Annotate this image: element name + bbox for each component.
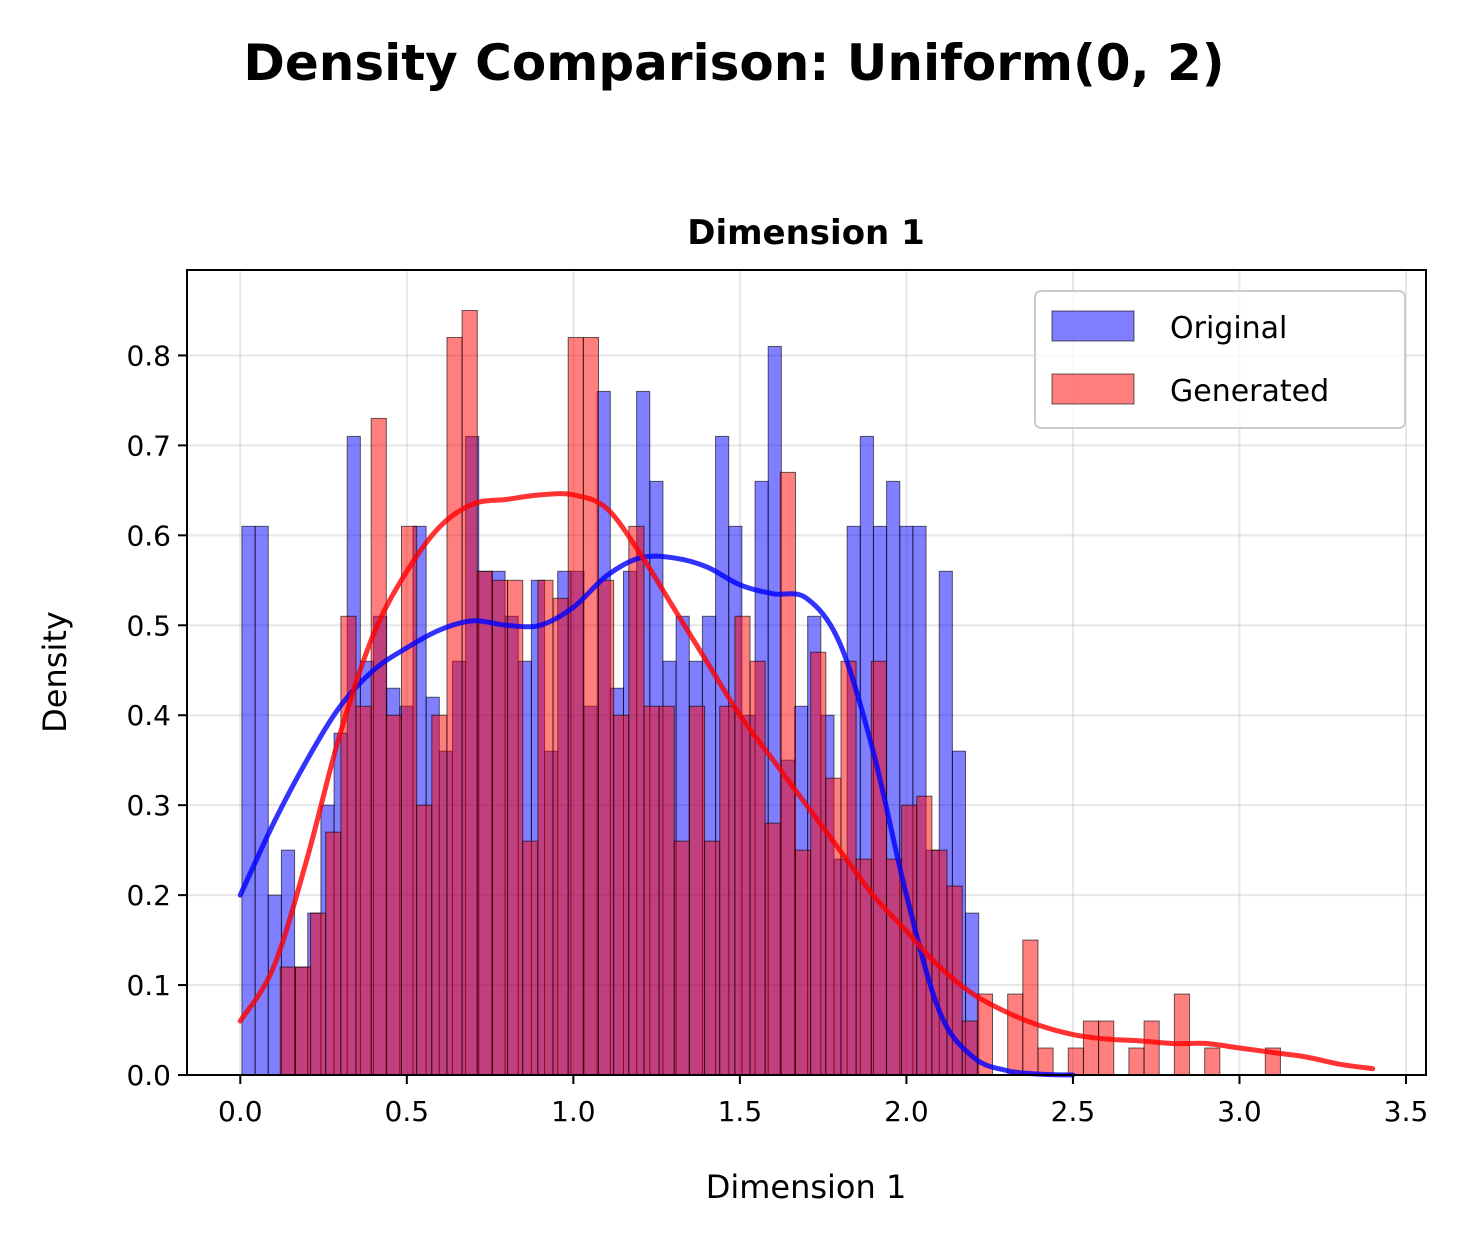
bar-generated-5 [355,705,372,1076]
y-tick-label-6: 0.6 [126,519,171,552]
x-tick-label-2: 1.0 [551,1095,596,1128]
bar-generated-13 [476,570,493,1076]
x-axis-label: Dimension 1 [706,1168,907,1206]
bar-generated-57 [1143,1020,1160,1076]
kde-curves [237,491,1376,1078]
bar-generated-1 [294,966,312,1076]
legend-swatch-original [1051,310,1135,342]
bar-generated-30 [734,615,751,1076]
x-tick-label-1: 0.5 [385,1095,430,1128]
y-tick-label-3: 0.3 [126,789,171,822]
bar-generated-15 [507,579,524,1076]
y-tick-label-0: 0.0 [126,1059,171,1092]
y-tick-label-5: 0.5 [126,609,171,642]
bar-generated-54 [1098,1020,1115,1076]
y-tick-label-4: 0.4 [126,699,171,732]
y-axis: 0.0 0.1 0.2 0.3 0.4 0.5 0.6 0.7 0.8 [126,339,187,1092]
legend-label-generated: Generated [1170,374,1329,409]
y-tick-label-2: 0.2 [126,879,171,912]
x-tick-label-4: 2.0 [884,1095,929,1128]
bar-generated-26 [673,840,690,1076]
bar-generated-16 [522,840,539,1076]
legend: Original Generated [1034,290,1406,429]
bar-generated-31 [749,660,766,1076]
axes-title: Dimension 1 [687,213,925,253]
bar-generated-28 [704,840,721,1076]
histogram-generated [279,309,1281,1076]
bar-generated-23 [628,525,645,1076]
bar-generated-50 [1037,1047,1054,1076]
y-tick-label-1: 0.1 [126,969,171,1002]
x-tick-label-6: 3.0 [1217,1095,1262,1128]
x-tick-label-7: 3.5 [1384,1095,1429,1128]
bar-generated-21 [598,579,615,1076]
y-axis-label: Density [36,611,74,733]
bar-generated-32 [764,822,781,1076]
bar-generated-48 [1007,993,1024,1076]
y-tick-label-7: 0.7 [126,429,171,462]
bar-generated-12 [461,309,478,1076]
bar-generated-59 [1173,993,1191,1076]
bar-generated-0 [279,966,296,1076]
x-tick-label-0: 0.0 [218,1095,263,1128]
bar-original-0 [241,525,256,1076]
bar-generated-8 [400,525,418,1076]
bar-generated-14 [491,579,509,1076]
bar-generated-52 [1067,1047,1084,1076]
bar-generated-6 [370,417,387,1076]
x-tick-label-3: 1.5 [718,1095,763,1128]
bar-generated-2 [310,912,327,1076]
bar-generated-24 [643,705,660,1076]
legend-label-original: Original [1170,311,1287,346]
bar-original-2 [267,894,282,1076]
bar-generated-20 [582,336,600,1076]
kde-line-original [237,553,1076,1078]
bar-generated-25 [658,705,675,1076]
bar-generated-7 [385,714,402,1076]
bar-generated-19 [567,336,584,1076]
plot-frame [186,269,1427,1076]
legend-swatch-generated [1051,373,1135,405]
bar-generated-39 [870,660,887,1076]
bar-generated-18 [552,597,569,1076]
bar-generated-17 [537,579,554,1076]
bar-generated-40 [885,858,903,1076]
figure-title: Density Comparison: Uniform(0, 2) [243,34,1224,92]
bar-generated-36 [825,777,842,1076]
bar-generated-10 [431,714,448,1076]
bar-generated-9 [416,804,433,1076]
x-axis: 0.0 0.5 1.0 1.5 2.0 2.5 3.0 3.5 [218,1075,1428,1128]
bar-generated-53 [1082,1020,1100,1076]
bar-generated-11 [446,336,463,1076]
bar-generated-35 [810,651,827,1076]
bar-generated-34 [795,849,812,1076]
bar-generated-27 [688,705,706,1076]
bar-generated-22 [613,714,630,1076]
bar-generated-3 [325,831,342,1076]
x-tick-label-5: 2.5 [1051,1095,1096,1128]
bar-generated-61 [1204,1047,1221,1076]
y-tick-label-8: 0.8 [126,339,171,372]
kde-line-generated [237,491,1376,1072]
bar-generated-49 [1022,939,1039,1076]
bar-generated-29 [719,705,736,1076]
bar-generated-56 [1128,1047,1145,1076]
